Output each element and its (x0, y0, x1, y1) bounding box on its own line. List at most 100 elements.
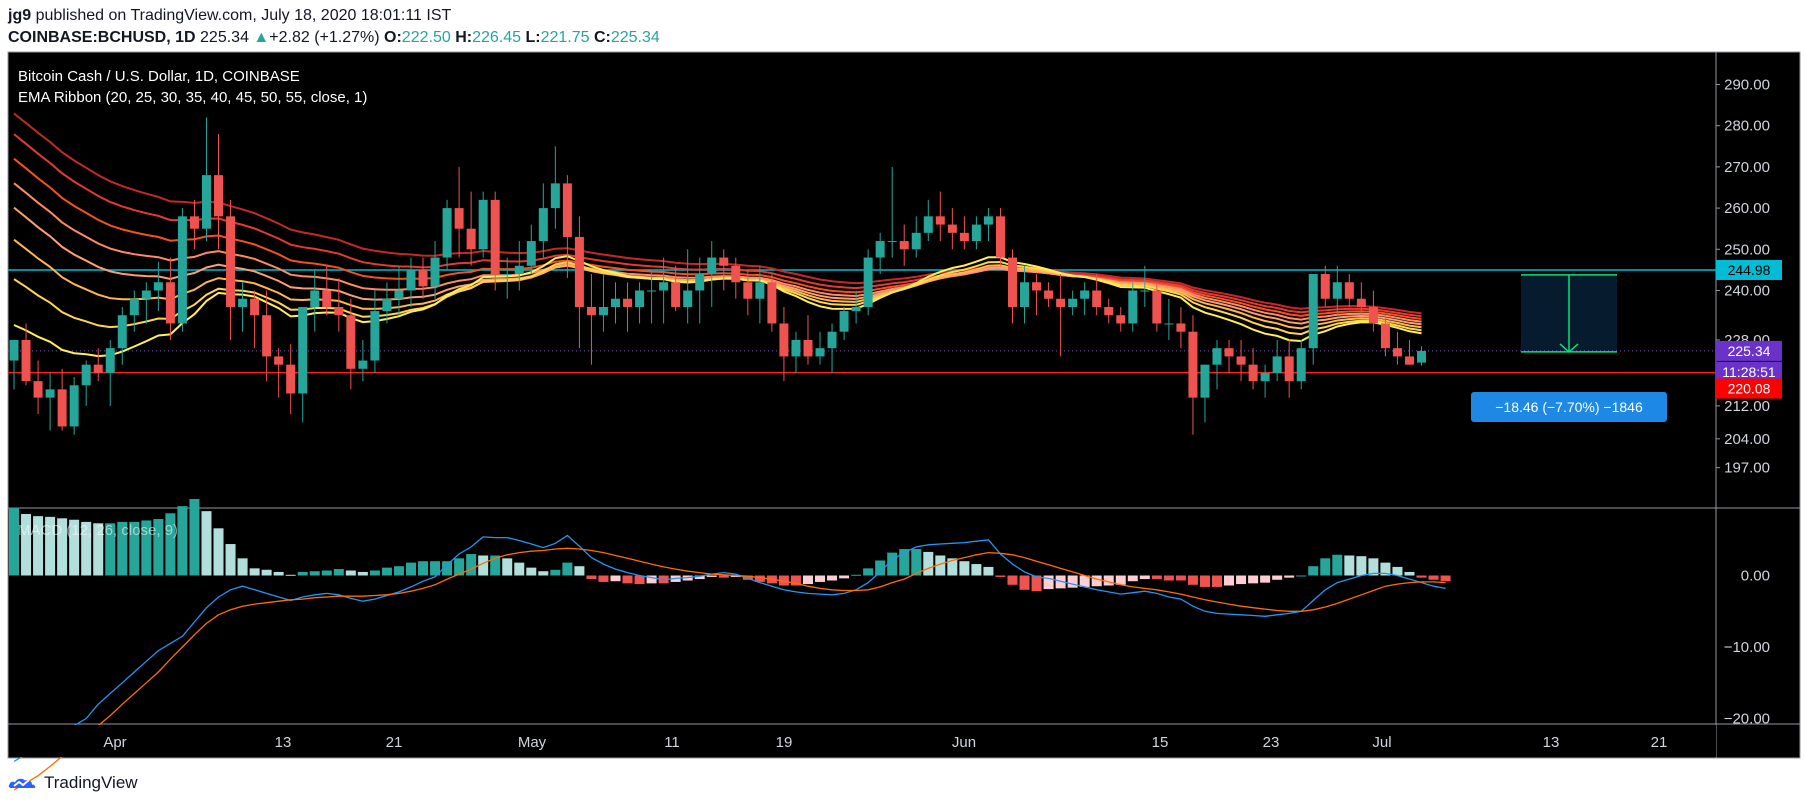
candle-body (671, 282, 681, 307)
legend-macd: MACD (12, 26, close, 9) (18, 522, 178, 539)
price-change: +2.82 (+1.27%) (269, 29, 380, 46)
candle-body (1092, 290, 1102, 307)
macd-histogram-bar (1224, 575, 1235, 586)
candle-body (839, 311, 849, 332)
brand-name[interactable]: TradingView (44, 773, 138, 792)
time-tick-label: 15 (1152, 734, 1169, 751)
ema-line (13, 133, 1422, 318)
candle-body (1032, 282, 1042, 291)
macd-histogram-bar (694, 575, 705, 580)
candle-body (574, 236, 584, 307)
candle-body (887, 241, 897, 243)
candle-body (995, 216, 1005, 258)
candle-body (21, 339, 31, 382)
macd-histogram-bar (1175, 575, 1186, 581)
last-price: 225.34 (200, 29, 249, 46)
macd-histogram-bar (574, 566, 585, 576)
tradingview-logo-icon[interactable] (8, 774, 38, 792)
candle-body (9, 339, 19, 361)
candle-body (550, 183, 560, 209)
macd-histogram-bar (466, 554, 477, 576)
candle-body (358, 360, 368, 369)
candle-body (1176, 323, 1186, 332)
candle-body (743, 282, 753, 299)
macd-histogram-bar (177, 506, 188, 576)
time-tick-label: 23 (1263, 734, 1280, 751)
measure-label-text: −18.46 (−7.70%) −1846 (1495, 399, 1643, 415)
price-tick-label: 240.00 (1724, 283, 1770, 300)
macd-histogram-bar (802, 575, 813, 585)
macd-histogram-bar (514, 562, 525, 576)
countdown-label: 11:28:51 (1716, 361, 1782, 382)
candle-body (923, 216, 933, 233)
time-tick-label: May (518, 734, 547, 751)
macd-histogram-bar (550, 569, 561, 576)
macd-histogram-bar (189, 498, 200, 576)
signal-line (13, 547, 1446, 791)
macd-histogram-bar (1344, 555, 1355, 576)
time-tick-label: 11 (664, 734, 680, 751)
price-tick-label: 204.00 (1724, 431, 1770, 448)
macd-histogram-bar (562, 562, 573, 576)
macd-histogram-bar (1392, 566, 1403, 576)
footer: TradingView (8, 768, 138, 798)
low-label: L: (525, 29, 541, 46)
resistance-price-label-box (1716, 259, 1782, 280)
candle-body (875, 241, 885, 258)
time-tick-label: 13 (275, 734, 292, 751)
time-tick-label: Jul (1372, 734, 1391, 751)
time-tick-label: 21 (1651, 734, 1668, 751)
countdown-label-text: 11:28:51 (1722, 364, 1776, 380)
candle-body (165, 282, 175, 324)
candle-body (1248, 364, 1258, 382)
macd-histogram-bar (369, 570, 380, 576)
measure-tool[interactable]: −18.46 (−7.70%) −1846 (1471, 274, 1667, 422)
macd-histogram-bar (610, 575, 621, 582)
candle-body (1332, 282, 1342, 299)
macd-histogram-bar (1151, 575, 1162, 580)
candle-body (863, 257, 873, 307)
macd-histogram-bar (297, 571, 308, 576)
candle-body (586, 306, 596, 316)
price-tick-label: 260.00 (1724, 200, 1770, 217)
macd-histogram-bar (1272, 575, 1283, 580)
symbol-label[interactable]: COINBASE:BCHUSD, 1D (8, 29, 196, 46)
author-name[interactable]: jg9 (8, 7, 32, 24)
time-axis[interactable]: Apr 13 21 May 11 19 Jun 15 23 Jul 13 21 (103, 734, 1667, 751)
price-tick-label: 212.00 (1724, 398, 1770, 415)
support-price-label-box (1716, 378, 1782, 399)
candle-body (1417, 350, 1427, 363)
candle-body (1308, 274, 1318, 349)
macd-histogram-bar (1007, 575, 1018, 585)
macd-histogram-bar (983, 566, 994, 576)
low-value: 221.75 (540, 29, 590, 46)
candle-body (33, 381, 43, 398)
candle-body (695, 274, 705, 291)
candle-body (1260, 372, 1270, 382)
candle-body (370, 311, 380, 361)
open-label: O: (384, 29, 402, 46)
macd-histogram-bar (1187, 575, 1198, 585)
time-tick-label: Jun (952, 734, 976, 751)
candle-body (1224, 348, 1234, 357)
macd-histogram-bar (201, 511, 212, 576)
measure-label: −18.46 (−7.70%) −1846 (1471, 392, 1667, 422)
macd-histogram-bar (105, 523, 116, 576)
candle-body (971, 224, 981, 242)
macd-histogram-bar (887, 552, 898, 576)
macd-histogram-bar (1368, 558, 1379, 576)
candle-body (1164, 323, 1174, 325)
macd-histogram-bar (526, 567, 537, 576)
candle-body (1116, 315, 1126, 324)
candle-body (334, 306, 344, 316)
macd-histogram-bar (1127, 575, 1138, 582)
macd-pane[interactable] (9, 498, 1451, 791)
macd-histogram-bar (1139, 575, 1150, 580)
candle-body (947, 224, 957, 233)
candle-body (466, 228, 476, 250)
candle-body (1344, 282, 1354, 299)
macd-axis[interactable]: 0.00 −10.00 −20.00 (1724, 568, 1770, 728)
candle-body (1320, 274, 1330, 299)
ema-line (13, 157, 1422, 320)
